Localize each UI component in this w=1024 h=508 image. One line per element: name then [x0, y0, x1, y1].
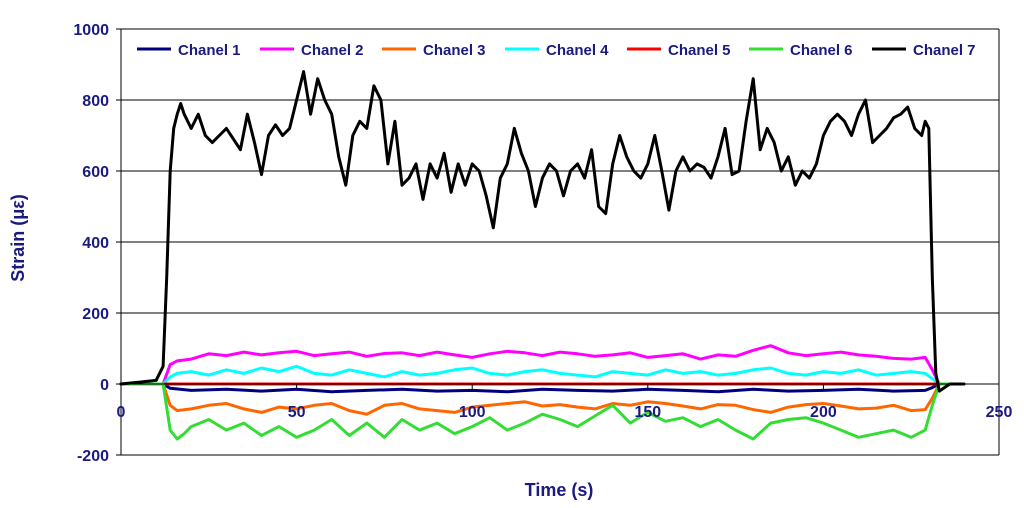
x-tick-label-100: 100 — [459, 404, 486, 421]
x-tick-label-50: 50 — [288, 404, 306, 421]
legend-label-chanel-6: Chanel 6 — [790, 42, 853, 59]
x-tick-label-0: 0 — [117, 404, 126, 421]
y-tick-labels: -200 0 200 400 600 800 1000 — [73, 22, 109, 465]
series-line-chanel-1 — [119, 382, 966, 394]
y-tick-label-0: 0 — [100, 377, 109, 394]
legend-label-chanel-3: Chanel 3 — [423, 42, 486, 59]
axes — [116, 28, 1000, 456]
x-tick-labels: 0 50 100 150 200 250 — [117, 404, 1013, 421]
series-line-chanel-6 — [119, 382, 966, 441]
legend-label-chanel-1: Chanel 1 — [178, 42, 241, 59]
series-line-chanel-4 — [119, 364, 966, 386]
y-tick-label-800: 800 — [82, 93, 109, 110]
x-axis-title: Time (s) — [525, 480, 594, 500]
legend: Chanel 1 Chanel 2 Chanel 3 Chanel 4 Chanel 5… — [137, 42, 976, 59]
x-tick-label-200: 200 — [810, 404, 837, 421]
y-tick-label--200: -200 — [77, 448, 109, 465]
series-line-chanel-2 — [119, 344, 966, 386]
y-tick-label-200: 200 — [82, 306, 109, 323]
series-line-chanel-3 — [119, 382, 966, 416]
y-tick-label-400: 400 — [82, 235, 109, 252]
y-tick-label-600: 600 — [82, 164, 109, 181]
x-tick-label-150: 150 — [634, 404, 661, 421]
y-tick-label-1000: 1000 — [73, 22, 109, 39]
y-axis-title: Strain (με) — [8, 194, 28, 282]
series-line-chanel-7 — [119, 70, 966, 393]
legend-label-chanel-5: Chanel 5 — [668, 42, 731, 59]
legend-label-chanel-2: Chanel 2 — [301, 42, 364, 59]
legend-label-chanel-4: Chanel 4 — [546, 42, 609, 59]
x-tick-label-250: 250 — [986, 404, 1013, 421]
legend-label-chanel-7: Chanel 7 — [913, 42, 976, 59]
gridlines — [121, 99, 999, 314]
